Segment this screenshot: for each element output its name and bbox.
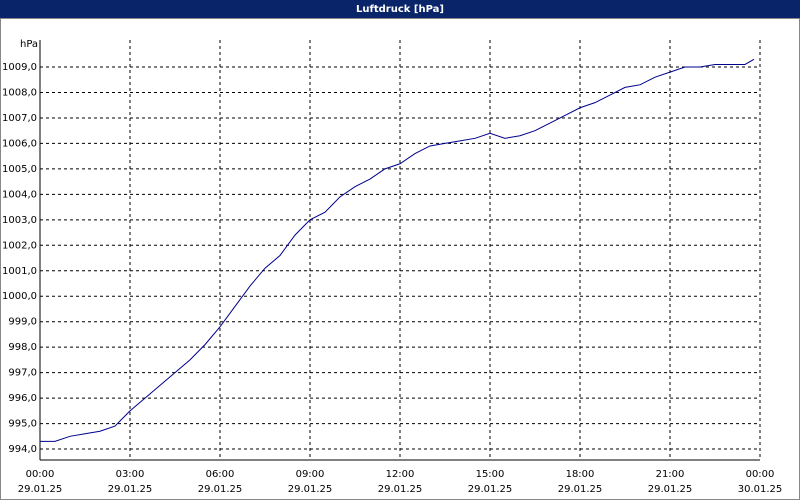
y-tick-label: 999,0	[8, 317, 37, 328]
x-tick-label: 00:00	[746, 469, 775, 480]
x-tick-label: 03:00	[116, 469, 145, 480]
y-tick-label: 997,0	[8, 368, 37, 379]
x-tick-date: 29.01.25	[288, 484, 333, 495]
y-tick-label: 1004,0	[2, 189, 37, 200]
x-tick-label: 06:00	[206, 469, 235, 480]
x-tick-date: 29.01.25	[558, 484, 603, 495]
y-tick-label: 995,0	[8, 419, 37, 430]
y-tick-label: 1009,0	[2, 62, 37, 73]
y-tick-label: 996,0	[8, 393, 37, 404]
data-line	[40, 58, 755, 442]
y-tick-label: 1002,0	[2, 240, 37, 251]
y-tick-label: 1003,0	[2, 215, 37, 226]
x-tick-label: 12:00	[386, 469, 415, 480]
y-tick-label: 1008,0	[2, 87, 37, 98]
x-tick-label: 15:00	[476, 469, 505, 480]
y-tick-label: 1005,0	[2, 164, 37, 175]
y-unit: hPa	[20, 39, 38, 50]
y-tick-label: 1001,0	[2, 266, 37, 277]
x-tick-date: 29.01.25	[648, 484, 693, 495]
y-tick-label: 994,0	[8, 444, 37, 455]
y-tick-label: 1000,0	[2, 291, 37, 302]
x-tick-date: 29.01.25	[108, 484, 153, 495]
title-bar	[0, 0, 800, 18]
x-tick-date: 29.01.25	[378, 484, 423, 495]
x-tick-date: 29.01.25	[198, 484, 243, 495]
x-tick-date: 30.01.25	[738, 484, 783, 495]
x-tick-date: 29.01.25	[18, 484, 63, 495]
x-tick-label: 09:00	[296, 469, 325, 480]
x-tick-date: 29.01.25	[468, 484, 513, 495]
y-tick-label: 998,0	[8, 342, 37, 353]
x-tick-label: 21:00	[656, 469, 685, 480]
y-tick-label: 1006,0	[2, 138, 37, 149]
x-tick-label: 00:00	[26, 469, 55, 480]
x-tick-label: 18:00	[566, 469, 595, 480]
y-tick-label: 1007,0	[2, 113, 37, 124]
chart-title: Luftdruck [hPa]	[356, 4, 444, 15]
